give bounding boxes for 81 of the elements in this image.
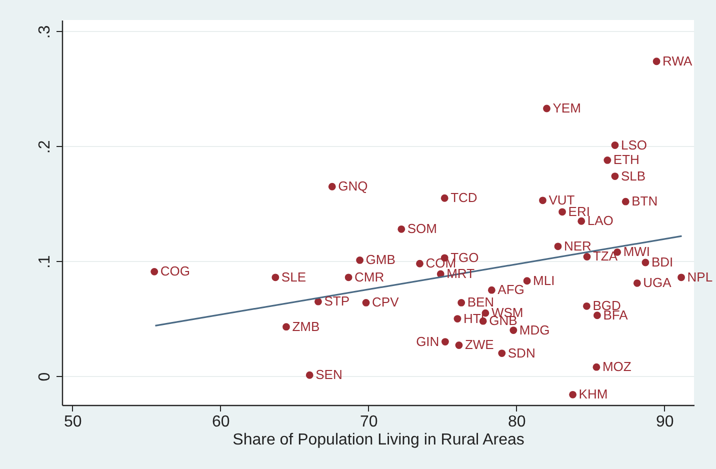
x-axis-title: Share of Population Living in Rural Areas: [232, 432, 524, 448]
x-tick-label: 80: [508, 414, 526, 430]
point: [582, 302, 590, 310]
point: [678, 274, 685, 282]
point: [314, 298, 322, 306]
point: [578, 217, 586, 225]
point: [454, 315, 462, 323]
point: [356, 256, 364, 264]
point: [611, 172, 619, 180]
annotation: GIN: [416, 334, 440, 349]
annotation: STP: [324, 294, 350, 309]
point: [362, 299, 370, 306]
point: [398, 225, 406, 233]
point: [611, 142, 619, 149]
annotation: GNQ: [338, 178, 368, 194]
annotation: SDN: [508, 345, 536, 360]
annotation: ZWE: [464, 337, 494, 352]
annotation: MWI: [623, 244, 650, 260]
y-tick-label: 0: [36, 372, 54, 382]
point: [306, 371, 314, 379]
point: [441, 338, 449, 346]
point: [488, 286, 496, 294]
point: [539, 196, 546, 204]
point: [510, 326, 518, 334]
annotation: GMB: [366, 252, 396, 268]
annotation: CPV: [372, 294, 400, 310]
annotation: KHM: [578, 386, 608, 402]
y-tick-label: .2: [36, 140, 54, 154]
annotation: BDI: [651, 254, 674, 270]
annotation: LSO: [620, 137, 647, 152]
annotation: MDG: [519, 322, 550, 338]
point: [593, 312, 601, 320]
point: [458, 299, 466, 306]
annotation: SLE: [281, 269, 306, 284]
point: [440, 194, 448, 202]
x-tick-label: 60: [212, 414, 230, 430]
x-tick-label: 70: [360, 414, 378, 430]
point: [416, 260, 424, 268]
point: [622, 198, 630, 206]
point: [344, 274, 352, 282]
x-tick-label: 50: [64, 414, 82, 430]
annotation: CMR: [354, 269, 384, 284]
annotation: YEM: [552, 100, 581, 116]
y-tick-label: .3: [36, 25, 54, 39]
annotation: SOM: [407, 221, 438, 236]
annotation: ZMB: [292, 318, 320, 334]
annotation: NPL: [687, 269, 713, 284]
point: [498, 350, 506, 357]
point: [583, 253, 591, 260]
point: [523, 277, 531, 285]
annotation: TCD: [450, 190, 478, 206]
point: [150, 268, 158, 276]
annotation: MLI: [533, 272, 555, 288]
annotation: RWA: [662, 53, 692, 68]
point: [328, 182, 336, 190]
annotation: SLB: [620, 168, 646, 184]
x-tick-label: 90: [656, 414, 674, 430]
annotation: UGA: [643, 275, 672, 290]
point: [282, 323, 290, 331]
annotation: AFG: [498, 282, 524, 298]
point: [554, 242, 562, 250]
point: [569, 390, 576, 398]
point: [604, 156, 612, 164]
annotation: TZA: [592, 248, 618, 264]
y-tick-label: .1: [36, 255, 54, 269]
point: [543, 104, 550, 112]
point: [558, 208, 566, 216]
annotation: SEN: [316, 367, 342, 382]
point: [482, 309, 490, 317]
point: [633, 279, 641, 287]
annotation: BTN: [632, 194, 658, 209]
annotation: ETH: [613, 152, 640, 168]
point: [455, 342, 463, 349]
point: [652, 58, 660, 66]
point: [592, 363, 600, 371]
point: [642, 258, 650, 266]
annotation: LAO: [587, 213, 614, 228]
point: [272, 274, 280, 282]
annotation: NER: [564, 238, 592, 254]
annotation: COG: [160, 264, 190, 279]
annotation: MOZ: [602, 359, 632, 374]
